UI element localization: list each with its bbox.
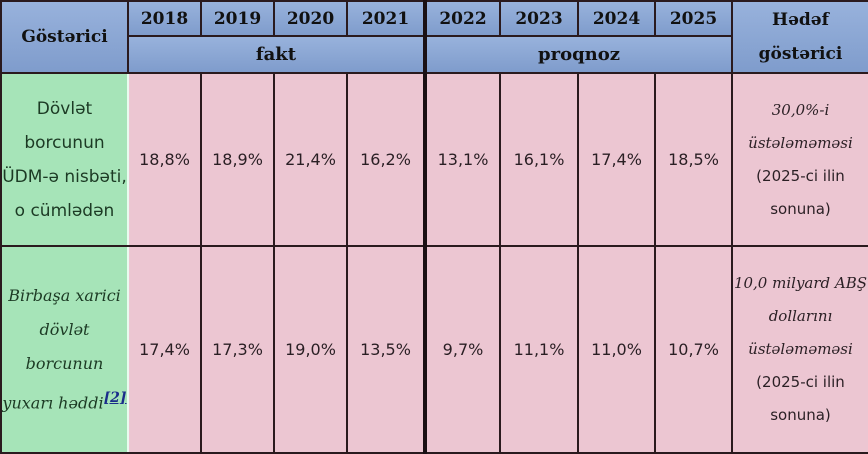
target-cell: 10,0 milyard ABŞ dollarını üstələməməsi … bbox=[731, 245, 868, 454]
row-label: Dövlət borcunun ÜDM-ə nisbəti, o cümlədə… bbox=[0, 72, 129, 247]
year-header: 2022 bbox=[424, 0, 501, 37]
year-header: 2023 bbox=[499, 0, 579, 37]
target-deadline: (2025-ci ilin sonuna) bbox=[756, 373, 845, 424]
table-row: Dövlət borcunun ÜDM-ə nisbəti, o cümlədə… bbox=[0, 72, 868, 247]
value-cell: 9,7% bbox=[424, 245, 501, 454]
year-header: 2019 bbox=[200, 0, 275, 37]
indicator-header: Göstərici bbox=[0, 0, 129, 74]
value-cell: 21,4% bbox=[273, 72, 348, 247]
year-header: 2024 bbox=[577, 0, 656, 37]
value-cell: 11,1% bbox=[499, 245, 579, 454]
value-cell: 19,0% bbox=[273, 245, 348, 454]
value-cell: 17,4% bbox=[127, 245, 202, 454]
year-header: 2020 bbox=[273, 0, 348, 37]
target-header: Hədəf göstərici bbox=[731, 0, 868, 74]
fact-header: fakt bbox=[127, 35, 427, 74]
row-label: Birbaşa xarici dövlət borcunun yuxarı hə… bbox=[0, 245, 129, 454]
forecast-header: proqnoz bbox=[424, 35, 733, 74]
year-header: 2018 bbox=[127, 0, 202, 37]
value-cell: 13,5% bbox=[346, 245, 427, 454]
year-header: 2021 bbox=[346, 0, 427, 37]
value-cell: 11,0% bbox=[577, 245, 656, 454]
target-cell: 30,0%-i üstələməməsi (2025-ci ilin sonun… bbox=[731, 72, 868, 247]
value-cell: 13,1% bbox=[424, 72, 501, 247]
value-cell: 17,3% bbox=[200, 245, 275, 454]
table-row: Birbaşa xarici dövlət borcunun yuxarı hə… bbox=[0, 245, 868, 454]
value-cell: 18,8% bbox=[127, 72, 202, 247]
target-value: 30,0%-i üstələməməsi bbox=[748, 100, 853, 152]
target-value: 10,0 milyard ABŞ dollarını üstələməməsi bbox=[733, 274, 868, 358]
value-cell: 17,4% bbox=[577, 72, 656, 247]
target-deadline: (2025-ci ilin sonuna) bbox=[756, 166, 845, 218]
footnote-link[interactable]: [2] bbox=[103, 389, 127, 406]
value-cell: 18,5% bbox=[654, 72, 733, 247]
value-cell: 16,2% bbox=[346, 72, 427, 247]
row-label-text: Birbaşa xarici dövlət borcunun yuxarı hə… bbox=[2, 285, 121, 413]
value-cell: 16,1% bbox=[499, 72, 579, 247]
year-header: 2025 bbox=[654, 0, 733, 37]
value-cell: 18,9% bbox=[200, 72, 275, 247]
value-cell: 10,7% bbox=[654, 245, 733, 454]
